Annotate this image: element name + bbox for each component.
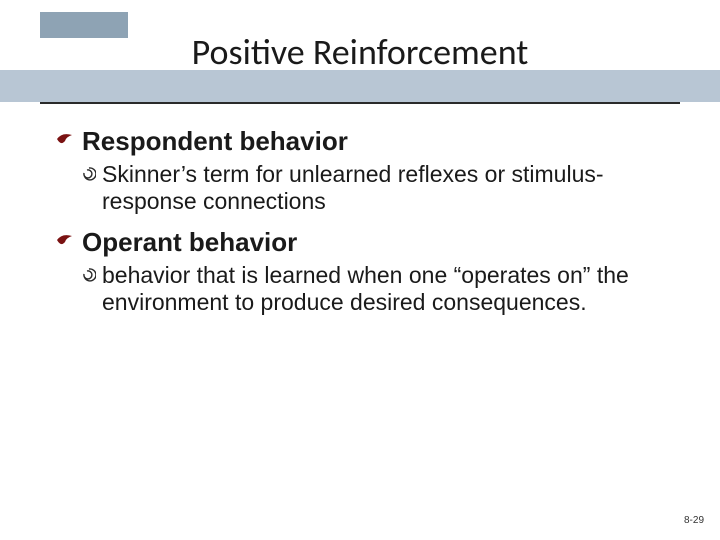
- bullet-level2: Skinner’s term for unlearned reflexes or…: [82, 161, 666, 215]
- title-underline: [40, 102, 680, 104]
- content-area: Respondent behavior Skinner’s term for u…: [56, 120, 666, 329]
- bullet-text: Operant behavior: [82, 227, 297, 258]
- bullet-subtext: behavior that is learned when one “opera…: [102, 262, 666, 316]
- slide-title: Positive Reinforcement: [0, 30, 720, 74]
- spiral-icon: [82, 268, 96, 282]
- bullet-subtext: Skinner’s term for unlearned reflexes or…: [102, 161, 666, 215]
- bullet-level2: behavior that is learned when one “opera…: [82, 262, 666, 316]
- bullet-text: Respondent behavior: [82, 126, 348, 157]
- page-number: 8-29: [684, 515, 704, 526]
- bullet-level1: Operant behavior: [56, 227, 666, 258]
- leaf-icon: [56, 132, 74, 146]
- bullet-level1: Respondent behavior: [56, 126, 666, 157]
- leaf-icon: [56, 233, 74, 247]
- slide: Positive Reinforcement Respondent behavi…: [0, 0, 720, 540]
- spiral-icon: [82, 167, 96, 181]
- header-band: [0, 70, 720, 102]
